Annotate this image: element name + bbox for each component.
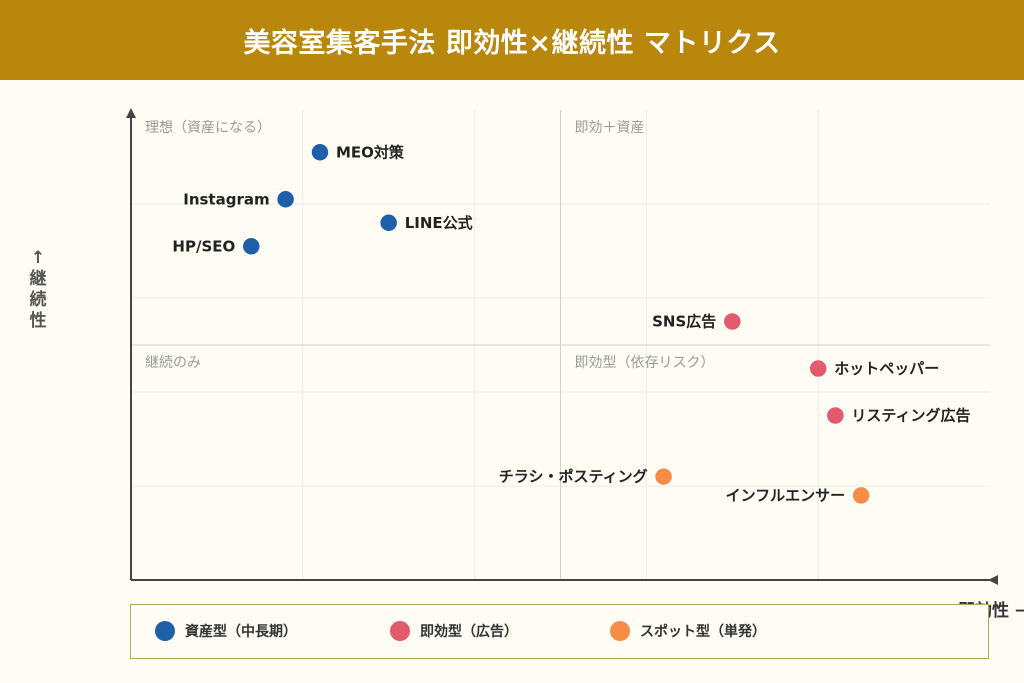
data-point-spot: [851, 485, 871, 506]
data-label: LINE公式: [405, 214, 473, 232]
data-point-spot: [653, 466, 674, 487]
legend-label-instant: 即効型（広告）: [420, 624, 518, 640]
data-label: インフルエンサー: [726, 486, 846, 504]
data-label: ホットペッパー: [834, 360, 939, 378]
data-point-asset: [241, 236, 262, 257]
y-axis-label-char: 継: [29, 269, 47, 289]
data-label: リスティング広告: [851, 407, 970, 425]
data-label: チラシ・ポスティング: [499, 468, 648, 486]
legend-label-spot: スポット型（単発）: [640, 624, 766, 640]
legend-marker-spot: [610, 621, 630, 641]
legend: 資産型（中長期） 即効型（広告） スポット型（単発）: [130, 604, 989, 659]
data-point-asset: [310, 142, 330, 163]
legend-label-asset: 資産型（中長期）: [185, 624, 297, 640]
legend-marker-asset: [155, 621, 175, 641]
data-label: SNS広告: [652, 313, 716, 331]
data-point-instant: [722, 311, 743, 332]
y-axis-label: ↑ 継 続 性: [26, 248, 50, 332]
legend-item-spot: スポット型（単発）: [610, 621, 766, 641]
y-axis-label-char: 性: [29, 311, 47, 331]
quadrant-label: 理想（資産になる）: [145, 120, 271, 136]
data-label: MEO対策: [336, 143, 405, 161]
y-axis-label-char: 続: [29, 290, 47, 310]
quadrant-label: 継続のみ: [145, 354, 201, 371]
quadrant-label: 即効＋資産: [575, 120, 645, 136]
data-point-instant: [825, 405, 846, 426]
x-axis-arrowhead: [988, 575, 998, 585]
data-label: Instagram: [183, 190, 269, 208]
data-point-instant: [808, 358, 828, 379]
quadrant-label: 即効型（依存リスク）: [575, 355, 715, 371]
y-axis-arrowhead: [126, 108, 136, 118]
legend-marker-instant: [390, 621, 410, 641]
data-point-asset: [275, 189, 296, 210]
header-bar: 美容室集客手法 即効性×継続性 マトリクス: [0, 0, 1024, 80]
data-label: HP/SEO: [172, 237, 235, 255]
page-title: 美容室集客手法 即効性×継続性 マトリクス: [243, 27, 781, 59]
y-axis-label-char: ↑: [30, 248, 46, 268]
legend-item-asset: 資産型（中長期）: [155, 621, 297, 641]
data-point-asset: [378, 213, 399, 233]
legend-item-instant: 即効型（広告）: [390, 621, 518, 641]
